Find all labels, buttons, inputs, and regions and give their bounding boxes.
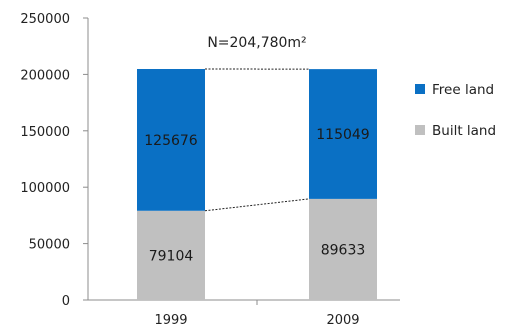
data-label: 125676 [144,133,198,149]
legend-swatch [415,125,425,135]
legend-label: Built land [432,123,496,139]
y-tick-label: 150000 [20,125,70,140]
bar-segment [137,210,205,300]
bar-segment [309,198,377,300]
y-tick-label: 100000 [20,181,70,196]
data-label: 115049 [316,127,369,143]
y-tick-label: 0 [62,294,70,309]
data-label: 89633 [321,242,366,258]
x-tick-label: 2009 [326,313,359,328]
y-tick-label: 50000 [29,238,70,253]
bar-segment [137,69,205,211]
y-tick-label: 200000 [20,68,70,83]
legend-swatch [415,84,425,94]
data-label: 79104 [149,248,194,264]
x-tick-label: 1999 [154,313,187,328]
connector-line [204,198,310,212]
total-area-annotation: N=204,780m² [207,35,306,51]
legend-label: Free land [432,82,494,98]
bar-segment [309,69,377,199]
y-tick-label: 250000 [20,12,70,27]
